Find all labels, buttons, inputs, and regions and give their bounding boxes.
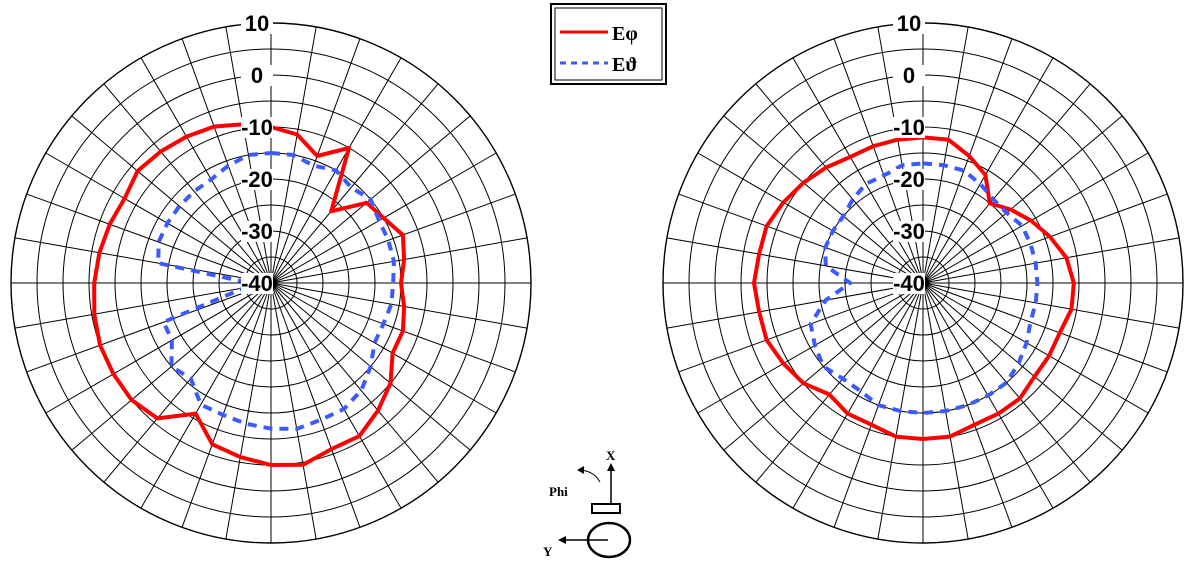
grid-spoke bbox=[922, 38, 1013, 284]
grid-spoke bbox=[14, 237, 272, 284]
grid-spoke bbox=[103, 282, 272, 483]
grid-spoke bbox=[270, 83, 439, 284]
grid-spoke bbox=[103, 83, 272, 284]
grid-spoke bbox=[755, 83, 924, 284]
series-line-ephi bbox=[92, 122, 407, 467]
grid-spoke bbox=[922, 152, 1149, 284]
tick-label-bg bbox=[893, 169, 925, 190]
tick-label-bg bbox=[893, 13, 925, 34]
grid-spoke bbox=[922, 83, 1091, 284]
grid-spoke bbox=[270, 282, 528, 329]
radial-tick-label: 0 bbox=[251, 63, 263, 88]
radial-tick-label: -10 bbox=[241, 115, 273, 140]
polar-chart-left: 10 0 -10 -20 -30 -40 bbox=[10, 11, 532, 544]
radial-tick-label: -20 bbox=[893, 167, 925, 192]
grid-spoke bbox=[922, 237, 1180, 284]
grid-spoke bbox=[833, 38, 924, 284]
grid-spoke bbox=[792, 282, 924, 509]
grid-spoke bbox=[922, 282, 1091, 483]
grid-spoke bbox=[697, 282, 924, 414]
grid-spoke bbox=[723, 282, 924, 451]
radial-tick-label: -30 bbox=[893, 219, 925, 244]
grid-spoke bbox=[270, 38, 361, 284]
grid-spoke bbox=[270, 282, 361, 528]
grid-spoke bbox=[26, 282, 272, 373]
grid-spoke bbox=[666, 282, 924, 329]
grid-spoke bbox=[270, 282, 402, 509]
legend: Eφ Eϑ bbox=[550, 3, 667, 85]
grid-spoke bbox=[922, 282, 1149, 414]
grid-spoke bbox=[45, 282, 272, 414]
radial-tick-label: -30 bbox=[241, 219, 273, 244]
grid-spoke bbox=[922, 26, 969, 284]
radial-tick-label: 10 bbox=[245, 11, 269, 36]
series-line-ephi bbox=[752, 135, 1076, 441]
grid-spoke bbox=[922, 282, 1168, 373]
grid-spoke bbox=[270, 282, 439, 483]
y-axis-label: Y bbox=[543, 544, 553, 559]
legend-border bbox=[550, 3, 667, 85]
legend-label-ephi: Eφ bbox=[612, 23, 638, 45]
tick-label-bg bbox=[241, 221, 273, 242]
radial-tick-label: -40 bbox=[893, 271, 925, 296]
radial-tick-label: -10 bbox=[893, 115, 925, 140]
grid-spoke bbox=[270, 193, 516, 284]
tick-label-bg bbox=[893, 117, 925, 138]
grid-spoke bbox=[678, 193, 924, 284]
grid-spoke bbox=[723, 115, 924, 284]
phi-label: Phi bbox=[549, 484, 568, 499]
grid-spoke bbox=[922, 282, 1180, 329]
y-axis-arrow bbox=[558, 536, 566, 544]
grid-spoke bbox=[181, 282, 272, 528]
antenna-element bbox=[591, 503, 621, 514]
orientation-diagram: X Phi Y bbox=[543, 448, 632, 559]
radial-tick-label: -40 bbox=[241, 271, 273, 296]
grid-spoke bbox=[270, 282, 497, 414]
radial-tick-label: 0 bbox=[903, 63, 915, 88]
grid-spoke bbox=[181, 38, 272, 284]
grid-spoke bbox=[922, 193, 1168, 284]
grid-spoke bbox=[270, 282, 317, 540]
tick-label-bg bbox=[893, 221, 925, 242]
grid-spoke bbox=[922, 282, 1013, 528]
grid-spoke bbox=[666, 237, 924, 284]
polar-chart-right: 10 0 -10 -20 -30 -40 bbox=[662, 11, 1184, 544]
grid-spoke bbox=[678, 282, 924, 373]
legend-label-etheta: Eϑ bbox=[612, 54, 637, 76]
grid-spoke bbox=[755, 282, 924, 483]
grid-spoke bbox=[697, 152, 924, 284]
grid-spoke bbox=[140, 57, 272, 284]
series-line-etheta bbox=[808, 161, 1040, 415]
grid-spoke bbox=[71, 282, 272, 451]
tick-label-bg bbox=[893, 65, 925, 86]
x-axis-label: X bbox=[606, 448, 616, 463]
grid-spoke bbox=[922, 57, 1054, 284]
grid-spoke bbox=[792, 57, 924, 284]
tick-label-bg bbox=[241, 117, 273, 138]
radial-tick-label: 10 bbox=[897, 11, 921, 36]
radial-tick-label: -20 bbox=[241, 167, 273, 192]
legend-inner-border bbox=[554, 7, 663, 81]
series-line-etheta bbox=[156, 151, 396, 431]
grid-spoke bbox=[270, 282, 516, 373]
tick-label-bg bbox=[241, 273, 273, 294]
tick-label-bg bbox=[241, 65, 273, 86]
tick-label-bg bbox=[241, 13, 273, 34]
grid-spoke bbox=[922, 282, 1123, 451]
grid-spoke bbox=[225, 282, 272, 540]
tick-label-bg bbox=[241, 169, 273, 190]
grid-spoke bbox=[270, 237, 528, 284]
x-axis-arrow bbox=[607, 463, 615, 471]
phi-arrow bbox=[577, 466, 584, 474]
tick-label-bg bbox=[893, 273, 925, 294]
grid-spoke bbox=[922, 115, 1123, 284]
grid-spoke bbox=[14, 282, 272, 329]
grid-spoke bbox=[71, 115, 272, 284]
grid-spoke bbox=[45, 152, 272, 284]
grid-spoke bbox=[140, 282, 272, 509]
grid-spoke bbox=[26, 193, 272, 284]
